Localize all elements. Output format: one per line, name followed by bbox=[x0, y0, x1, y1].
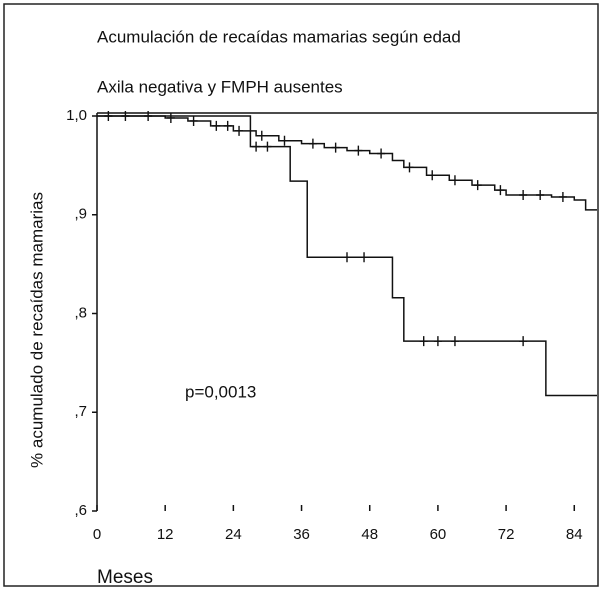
censor-mark bbox=[419, 336, 428, 347]
censor-mark bbox=[360, 252, 369, 263]
annotation: p=0,0013 bbox=[185, 382, 256, 401]
censor-mark bbox=[263, 141, 272, 152]
y-axis-label: % acumulado de recaídas mamarias bbox=[27, 192, 46, 468]
x-axis-label: Meses bbox=[97, 567, 153, 588]
x-tick-label: 36 bbox=[293, 526, 310, 543]
y-tick-label: ,7 bbox=[74, 403, 87, 420]
censor-mark bbox=[212, 120, 221, 131]
x-tick-label: 84 bbox=[566, 526, 583, 543]
censor-mark bbox=[189, 115, 198, 126]
x-tick-label: 24 bbox=[225, 526, 242, 543]
censor-mark bbox=[308, 138, 317, 149]
censor-mark bbox=[252, 141, 261, 152]
censor-mark bbox=[536, 190, 545, 200]
censor-mark bbox=[496, 185, 505, 196]
censor-mark bbox=[223, 120, 232, 131]
censor-mark bbox=[166, 112, 175, 123]
x-tick-label: 72 bbox=[498, 526, 515, 543]
censor-mark bbox=[519, 190, 528, 200]
censor-mark bbox=[450, 175, 459, 186]
censor-mark bbox=[343, 252, 351, 263]
censor-mark bbox=[433, 336, 442, 347]
censor-mark bbox=[235, 125, 244, 136]
y-tick-label: ,9 bbox=[74, 206, 87, 223]
censor-mark bbox=[257, 130, 266, 141]
censor-mark bbox=[331, 142, 340, 153]
x-tick-label: 60 bbox=[430, 526, 447, 543]
censor-mark bbox=[280, 135, 289, 146]
censor-mark bbox=[377, 148, 386, 159]
x-tick-label: 48 bbox=[361, 526, 378, 543]
censor-mark bbox=[519, 336, 528, 347]
censor-mark bbox=[473, 180, 482, 191]
chart-title: Acumulación de recaídas mamarias según e… bbox=[97, 27, 461, 46]
censor-mark bbox=[405, 162, 414, 173]
censor-mark bbox=[428, 170, 437, 181]
y-tick-label: 1,0 bbox=[66, 107, 87, 124]
x-tick-label: 0 bbox=[93, 526, 101, 543]
chart-subtitle: Axila negativa y FMPH ausentes bbox=[97, 77, 343, 96]
y-tick-label: ,6 bbox=[74, 502, 87, 519]
censor-mark bbox=[450, 336, 459, 347]
y-tick-label: ,8 bbox=[74, 304, 87, 321]
frame bbox=[3, 3, 599, 587]
censor-mark bbox=[354, 145, 363, 156]
censor-mark bbox=[558, 191, 567, 202]
x-tick-label: 12 bbox=[157, 526, 174, 543]
